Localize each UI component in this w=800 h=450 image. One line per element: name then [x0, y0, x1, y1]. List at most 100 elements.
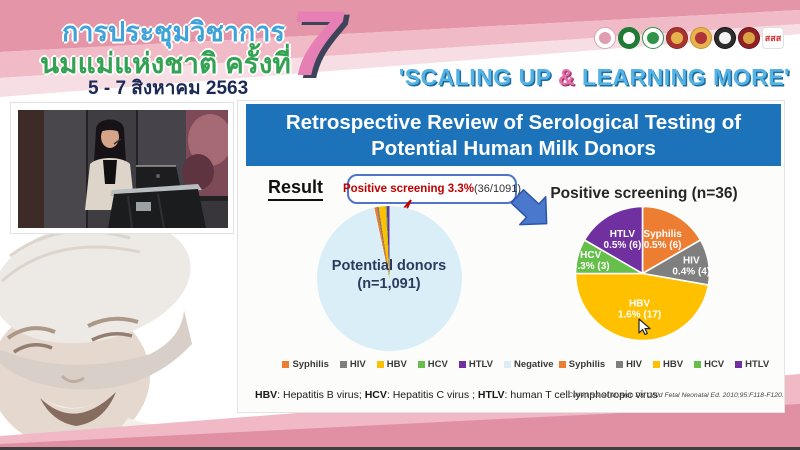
tagline-ampersand: & — [558, 64, 576, 90]
donors-label-line1: Potential donors — [331, 258, 447, 274]
legend-swatch — [503, 361, 511, 368]
slide[interactable]: Retrospective Review of Serological Test… — [237, 100, 785, 413]
legend-label: HIV — [626, 359, 643, 370]
legend-left: Syphilis HIV HBV HCV HTLV Negative — [278, 359, 558, 370]
slide-title-line2: Potential Human Milk Donors — [371, 137, 656, 160]
royal-award-emblem-logo — [690, 27, 712, 49]
abbreviation-footnote: HBV: Hepatitis B virus; HCV: Hepatitis C… — [255, 389, 658, 401]
bottom-edge-line — [0, 447, 800, 450]
logo-emblem — [743, 32, 755, 44]
ministry-of-public-health-logo — [618, 27, 640, 49]
logo-emblem — [695, 32, 707, 44]
mouse-cursor — [638, 318, 651, 336]
result-heading: Result — [268, 177, 324, 201]
logo-emblem — [647, 32, 659, 44]
professional-council-seal-logo — [714, 27, 736, 49]
university-crest-logo — [666, 27, 688, 49]
pie-slice-label: HBV 1.6% (17) — [618, 299, 661, 321]
donors-center-label: Potential donors (n=1,091) — [309, 257, 469, 293]
pie-slice-label: HIV 0.4% (4) — [672, 255, 710, 277]
legend-swatch — [458, 361, 466, 368]
legend-label: HCV — [427, 359, 448, 370]
abbreviation-definition: : Hepatitis B virus; — [277, 389, 365, 401]
pie-slice-label: HCV 0.3% (3) — [574, 250, 610, 272]
right-pie-title: Positive screening (n=36) — [550, 185, 738, 202]
slide-title-bar: Retrospective Review of Serological Test… — [246, 104, 781, 166]
positive-screening-pie-svg: Syphilis 0.5% (6) HIV 0.4% (4) HBV 1.6% (17) H… — [572, 205, 711, 342]
red-crest-logo — [738, 27, 760, 49]
tagline-text-2: LEARNING MORE' — [575, 64, 790, 90]
tagline-text: 'SCALING UP — [398, 64, 559, 90]
logo-row: สสส — [594, 27, 784, 49]
department-of-health-logo — [642, 27, 664, 49]
positive-screening-pie: Syphilis 0.5% (6) HIV 0.4% (4) HBV 1.6% (17) H… — [572, 205, 711, 342]
slide-title-line1: Retrospective Review of Serological Test… — [285, 111, 742, 134]
callout-highlight: Positive screening 3.3% — [342, 183, 474, 195]
legend-swatch — [653, 361, 661, 368]
callout-detail: (36/1091) — [473, 183, 522, 195]
legend-label: Negative — [513, 359, 554, 370]
legend-label: HTLV — [468, 359, 493, 370]
citation: Cohen RS, et al. Arch Dis Child Fetal Ne… — [568, 392, 784, 399]
pie-slice-htlv — [583, 205, 644, 275]
legend-item-negative: Negative — [503, 359, 554, 370]
conference-banner: การประชุมวิชาการ นมแม่แห่งชาติ ครั้งที่ … — [0, 0, 800, 99]
conference-tagline: 'SCALING UP & LEARNING MORE' — [399, 64, 790, 91]
abbreviation-definition: : Hepatitis C virus ; — [386, 389, 478, 401]
legend-item-hbv: HBV — [653, 359, 683, 370]
presenter-video[interactable] — [10, 102, 234, 234]
legend-label: HCV — [704, 359, 725, 370]
legend-item-hcv: HCV — [417, 359, 448, 370]
flow-arrow-icon — [510, 189, 548, 226]
legend-swatch — [735, 361, 743, 368]
abbreviation-term: HTLV — [477, 389, 505, 401]
presenter-video-feed — [18, 110, 228, 228]
abbreviation-definition: : human T cell lymphotropic virus — [504, 389, 658, 401]
pie-slice-hbv — [574, 272, 710, 342]
legend-item-hcv: HCV — [694, 359, 724, 370]
legend-label: HIV — [349, 359, 366, 370]
legend-item-hbv: HBV — [376, 359, 407, 370]
legend-label: HBV — [386, 359, 407, 370]
conference-title-line1: การประชุมวิชาการ — [62, 17, 285, 47]
legend-swatch — [558, 361, 566, 368]
legend-swatch — [376, 361, 384, 368]
legend-right: Syphilis HIV HBV HCV HTLV — [554, 359, 774, 370]
logo-emblem — [671, 32, 683, 44]
donors-label-line2: (n=1,091) — [357, 276, 421, 292]
conference-dates: 5 - 7 สิงหาคม 2563 — [88, 78, 249, 99]
legend-item-htlv: HTLV — [735, 359, 769, 370]
abbreviation-term: HBV — [255, 389, 278, 401]
logo-emblem — [719, 32, 731, 44]
edition-number: 7 — [290, 0, 342, 95]
pie-slice-syphilis — [641, 205, 702, 275]
logo-emblem — [623, 32, 635, 44]
conference-title-line2: นมแม่แห่งชาติ ครั้งที่ — [40, 48, 291, 79]
pie-slice-label: HTLV 0.5% (6) — [604, 229, 642, 251]
podium — [108, 184, 206, 228]
legend-swatch — [616, 361, 624, 368]
legend-item-syphilis: Syphilis — [558, 359, 606, 370]
legend-swatch — [694, 361, 702, 368]
legend-item-hiv: HIV — [339, 359, 366, 370]
legend-item-syphilis: Syphilis — [282, 359, 329, 370]
breastfeeding-foundation-logo — [594, 27, 616, 49]
legend-swatch — [282, 361, 290, 368]
legend-swatch — [417, 361, 425, 368]
baby-hat — [0, 226, 192, 390]
projection-screen — [182, 110, 228, 201]
legend-label: HTLV — [745, 359, 770, 370]
potential-donors-pie — [317, 206, 462, 351]
abbreviation-term: HCV — [364, 389, 387, 401]
logo-emblem — [599, 32, 611, 44]
legend-item-hiv: HIV — [616, 359, 642, 370]
legend-swatch — [339, 361, 347, 368]
legend-label: Syphilis — [568, 359, 606, 370]
legend-label: HBV — [663, 359, 684, 370]
laptop — [136, 165, 181, 190]
pie-slice-label: Syphilis 0.5% (6) — [643, 229, 682, 251]
baby-photo-background — [0, 226, 240, 450]
legend-label: Syphilis — [292, 359, 329, 370]
positive-screening-callout: Positive screening 3.3% (36/1091) — [343, 174, 521, 204]
